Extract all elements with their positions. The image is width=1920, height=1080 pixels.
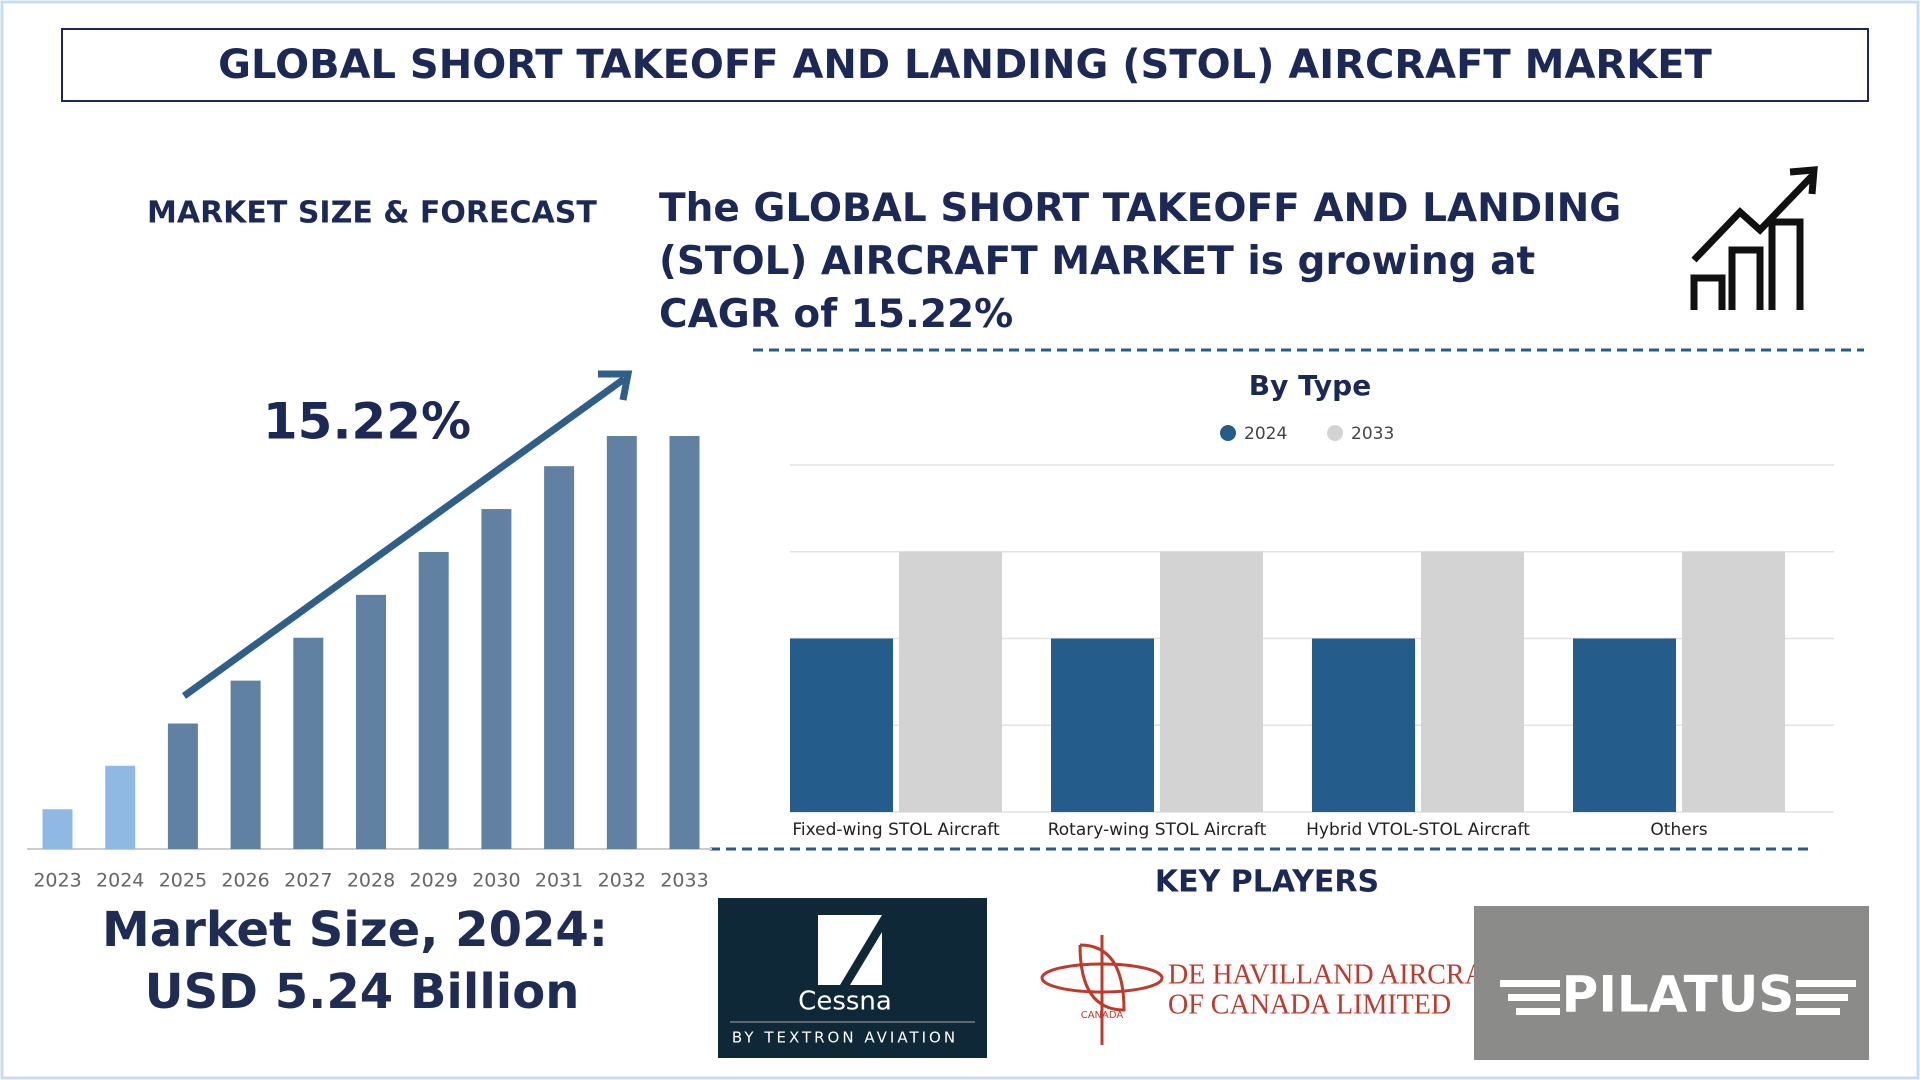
legend-label: 2033: [1351, 424, 1394, 444]
bar: [105, 765, 136, 849]
x-tick-label: Fixed-wing STOL Aircraft: [792, 820, 1000, 840]
x-tick-label: 2029: [410, 870, 458, 892]
bar: [790, 638, 893, 812]
cessna-mark: [818, 915, 882, 985]
bar: [481, 509, 512, 849]
pilatus-name: PILATUS: [1562, 966, 1795, 1024]
pilatus-wings: [1500, 980, 1856, 1015]
x-tick-label: Rotary-wing STOL Aircraft: [1048, 820, 1267, 840]
bar: [1573, 638, 1676, 812]
key-players-title: KEY PLAYERS: [1155, 865, 1379, 900]
cagr-statement: The GLOBAL SHORT TAKEOFF AND LANDING (ST…: [659, 186, 1622, 337]
x-tick-label: Others: [1650, 820, 1707, 840]
subtitle: MARKET SIZE & FORECAST: [147, 196, 597, 231]
x-tick-label: 2023: [33, 870, 81, 892]
x-tick-label: 2032: [598, 870, 646, 892]
growth-icon: [1690, 166, 1818, 310]
bar: [42, 809, 73, 849]
bar: [669, 436, 700, 849]
bar: [1682, 551, 1785, 812]
x-tick-label: Hybrid VTOL-STOL Aircraft: [1306, 820, 1530, 840]
bar: [418, 551, 449, 849]
bar: [1421, 551, 1524, 812]
bar: [356, 594, 386, 849]
x-tick-label: 2030: [472, 870, 520, 892]
legend-swatch: [1220, 425, 1236, 441]
trend-arrow: [181, 376, 627, 699]
x-tick-label: 2025: [159, 870, 207, 892]
cagr-annotation: 15.22%: [263, 393, 471, 451]
market-size-value: USD 5.24 Billion: [145, 964, 580, 1020]
bar: [1160, 551, 1263, 812]
bar: [167, 723, 198, 849]
bar: [1051, 638, 1154, 812]
title-box: [61, 28, 1869, 102]
x-tick-label: 2028: [347, 870, 395, 892]
cessna-tagline: BY TEXTRON AVIATION: [732, 1029, 958, 1047]
bar: [606, 436, 637, 849]
bar: [293, 637, 324, 849]
x-tick-label: 2026: [221, 870, 269, 892]
title: GLOBAL SHORT TAKEOFF AND LANDING (STOL) …: [218, 42, 1712, 88]
dehavilland-line2: OF CANADA LIMITED: [1168, 989, 1451, 1020]
x-tick-label: 2024: [96, 870, 144, 892]
bar: [899, 551, 1002, 812]
cessna-name: Cessna: [798, 987, 892, 1017]
x-tick-label: 2027: [284, 870, 332, 892]
dehavilland-canada: CANADA: [1081, 1010, 1124, 1021]
x-tick-label: 2033: [660, 870, 708, 892]
x-tick-label: 2031: [535, 870, 583, 892]
dehavilland-mark: [1040, 935, 1164, 1045]
bar: [544, 466, 575, 849]
dehavilland-line1: DE HAVILLAND AIRCRAFT: [1168, 959, 1518, 990]
legend-label: 2024: [1244, 424, 1287, 444]
market-size-label: Market Size, 2024:: [102, 902, 608, 958]
chart-title: By Type: [1249, 369, 1371, 402]
legend-swatch: [1327, 425, 1343, 441]
bar: [230, 680, 261, 849]
bar: [1312, 638, 1415, 812]
trend-arrow-head: [598, 370, 633, 401]
